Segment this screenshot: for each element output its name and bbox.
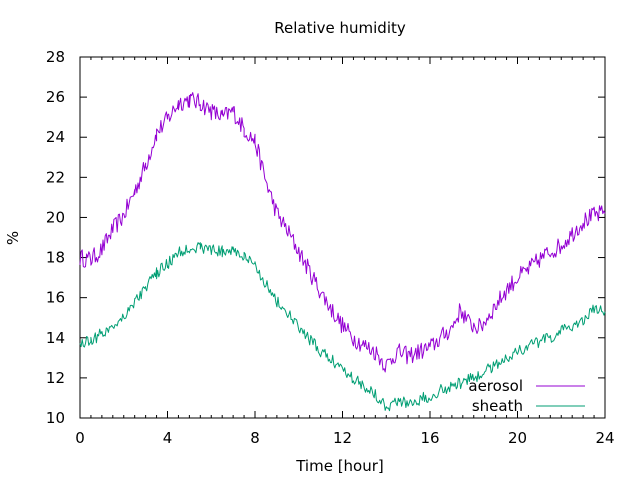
- x-tick-label: 8: [250, 429, 260, 447]
- x-tick-label: 0: [75, 429, 85, 447]
- x-tick-label: 16: [420, 429, 439, 447]
- series-line-sheath: [79, 242, 606, 412]
- y-tick-label: 12: [46, 369, 65, 387]
- x-tick-label: 20: [508, 429, 527, 447]
- axes: 0 4 8 12 16 20 24 10 12 14 16 18 20 22 24 26 28: [46, 48, 615, 447]
- y-tick-label: 26: [46, 88, 65, 106]
- legend-label-aerosol: aerosol: [468, 377, 523, 395]
- y-tick-label: 18: [46, 249, 65, 267]
- y-tick-label: 10: [46, 409, 65, 427]
- x-tick-label: 24: [595, 429, 614, 447]
- chart-title: Relative humidity: [274, 19, 406, 37]
- y-tick-label: 28: [46, 48, 65, 66]
- y-tick-label: 24: [46, 128, 65, 146]
- legend-label-sheath: sheath: [472, 397, 523, 415]
- x-tick-label: 4: [163, 429, 173, 447]
- y-tick-label: 20: [46, 208, 65, 226]
- x-tick-label: 12: [333, 429, 352, 447]
- plot-frame: [79, 56, 606, 419]
- series-lines: [79, 92, 606, 412]
- series-line-aerosol: [79, 92, 606, 373]
- legend: aerosol sheath: [468, 377, 585, 415]
- y-tick-label: 16: [46, 289, 65, 307]
- y-axis-label: %: [4, 231, 22, 245]
- y-tick-label: 14: [46, 329, 65, 347]
- y-tick-label: 22: [46, 168, 65, 186]
- x-axis-label: Time [hour]: [295, 457, 384, 475]
